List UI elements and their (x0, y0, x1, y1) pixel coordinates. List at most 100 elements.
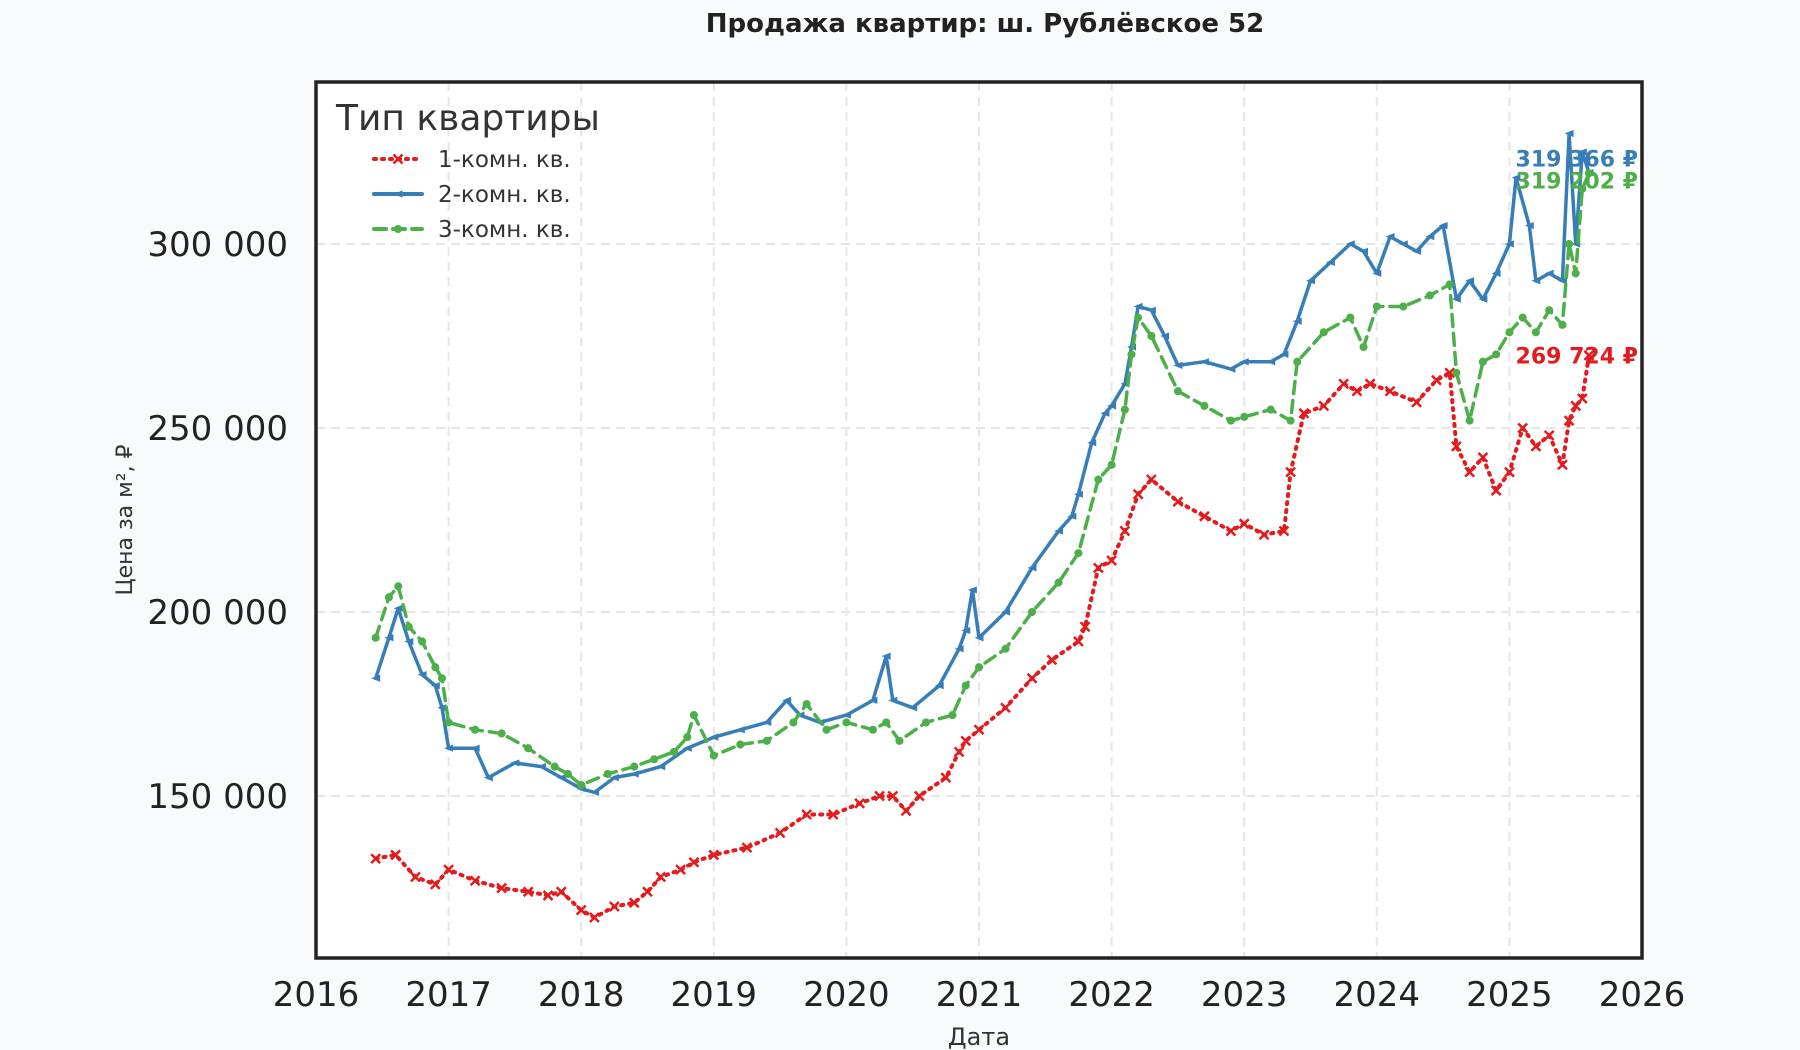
data-point (1100, 409, 1110, 417)
data-point (522, 886, 534, 898)
x-tick-label: 2021 (936, 975, 1023, 1015)
data-point (1398, 240, 1408, 248)
end-value-label: 319 202 ₽ (1516, 170, 1638, 195)
data-point (683, 733, 692, 742)
data-point (410, 871, 421, 883)
data-point (393, 190, 403, 198)
data-point (1583, 350, 1595, 361)
data-point (497, 729, 506, 738)
data-point (689, 711, 698, 720)
data-point (874, 790, 885, 802)
data-point (1490, 485, 1502, 496)
data-point (629, 770, 639, 778)
data-point (1531, 277, 1541, 285)
data-point (642, 886, 653, 898)
data-point (404, 622, 413, 631)
data-point (429, 879, 441, 890)
data-point (868, 725, 877, 734)
data-point (801, 809, 813, 820)
data-point (888, 696, 898, 704)
data-point (822, 725, 831, 734)
data-point (1444, 367, 1456, 379)
data-point (1518, 313, 1527, 322)
data-point (1026, 672, 1038, 684)
legend: Тип квартиры 1-комн. кв. 2-комн. кв. 3-ком… (335, 98, 600, 243)
data-point (1054, 527, 1064, 535)
data-point (1359, 247, 1369, 255)
data-point (655, 871, 667, 883)
data-point (1240, 412, 1249, 421)
data-point (556, 774, 566, 782)
data-point (1384, 385, 1396, 397)
data-point (443, 864, 454, 876)
data-point (1411, 396, 1422, 408)
data-point (1438, 221, 1448, 230)
data-point (1451, 295, 1461, 303)
data-point (575, 904, 587, 916)
data-point (1079, 621, 1091, 633)
data-point (669, 747, 679, 756)
data-point (1306, 277, 1315, 285)
data-point (1087, 439, 1097, 447)
data-point (1505, 328, 1514, 337)
data-point (430, 682, 440, 690)
data-point (1450, 441, 1462, 452)
data-point (1545, 306, 1554, 315)
data-point (1134, 313, 1143, 322)
data-point (1107, 460, 1116, 469)
series-3 (371, 169, 1594, 790)
end-value-label: 319 366 ₽ (1516, 148, 1638, 173)
x-tick-label: 2025 (1466, 975, 1553, 1015)
data-point (953, 746, 965, 758)
data-point (1132, 488, 1144, 500)
data-point (709, 733, 719, 741)
data-point (1001, 644, 1010, 653)
data-point (550, 762, 559, 771)
data-point (1067, 512, 1077, 520)
data-point (1027, 607, 1037, 617)
data-point (1127, 350, 1136, 359)
x-axis-label: Дата (948, 1023, 1010, 1050)
data-point (1046, 654, 1058, 666)
data-point (1001, 608, 1011, 616)
data-point (1431, 374, 1442, 386)
x-tick-label: 2026 (1599, 975, 1686, 1015)
data-point (682, 744, 692, 752)
data-point (608, 901, 620, 912)
data-point (735, 726, 745, 734)
data-point (921, 718, 931, 727)
x-tick-label: 2016 (273, 975, 360, 1015)
end-labels: 269 724 ₽ 319 366 ₽319 202 ₽ (1516, 148, 1638, 370)
data-point (1565, 239, 1574, 248)
legend-title: Тип квартиры (335, 98, 600, 139)
data-point (841, 711, 851, 719)
data-point (1279, 350, 1289, 358)
data-point (1266, 405, 1275, 414)
data-point (1200, 401, 1209, 410)
data-point (1292, 317, 1302, 325)
x-tick-label: 2024 (1334, 975, 1421, 1015)
data-point (1477, 452, 1489, 463)
plot-frame (314, 80, 1644, 960)
y-axis-label: Цена за м², ₽ (113, 444, 138, 595)
data-point (496, 882, 508, 894)
data-point (974, 634, 984, 642)
data-point (1238, 518, 1250, 530)
y-tick-label: 250 000 (147, 409, 288, 449)
data-point (1351, 385, 1363, 397)
data-point (881, 652, 891, 660)
data-point (1504, 466, 1515, 478)
data-point (961, 681, 970, 690)
data-point (609, 774, 619, 782)
data-point (1452, 368, 1461, 377)
series-layer (370, 129, 1595, 923)
data-point (1073, 636, 1084, 647)
data-point (827, 809, 839, 820)
data-point (1563, 415, 1575, 427)
data-point (384, 634, 394, 642)
data-point (973, 724, 985, 736)
x-tick-label: 2020 (803, 975, 890, 1015)
data-point (741, 842, 753, 853)
data-point (1120, 405, 1129, 414)
data-point (708, 849, 720, 861)
